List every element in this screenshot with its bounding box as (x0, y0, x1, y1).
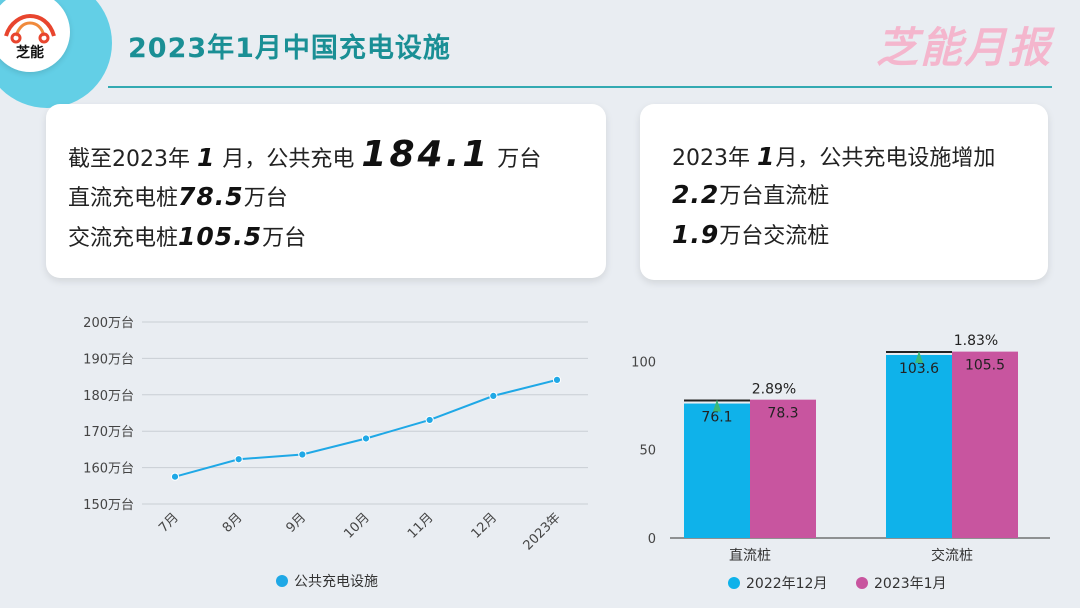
legend-label: 公共充电设施 (294, 574, 378, 590)
increase-dc-suffix: 万台直流桩 (719, 184, 830, 209)
car-logo-icon (4, 13, 56, 44)
ac-prefix: 交流充电桩 (68, 226, 179, 251)
y-tick-label: 170万台 (83, 425, 134, 440)
data-point (361, 434, 371, 443)
y-tick-label: 150万台 (83, 498, 134, 513)
total-value: 184.1 (361, 134, 491, 175)
data-point (425, 415, 434, 425)
header-divider (108, 86, 1052, 88)
data-point (170, 472, 180, 481)
summary-line-dc: 直流充电桩78.5万台 (68, 180, 288, 212)
increase-prefix: 2023年 (672, 146, 750, 171)
x-tick-label: 12月 (469, 510, 500, 541)
data-point (298, 450, 307, 459)
summary-line-total: 截至2023年 1 月，公共充电 184.1 万台 (68, 134, 541, 175)
increase-suffix: 月，公共充电设施增加 (775, 146, 996, 171)
y-tick-label: 190万台 (83, 352, 134, 367)
bar-value-label: 105.5 (965, 358, 1005, 374)
data-point (489, 391, 498, 400)
y-tick-label: 50 (639, 444, 656, 459)
x-tick-label: 2023年 (521, 510, 564, 553)
total-mid: 月，公共充电 (222, 147, 355, 172)
dc-unit: 万台 (243, 186, 288, 211)
increase-line-dc: 2.2万台直流桩 (672, 178, 829, 210)
y-tick-label: 180万台 (83, 389, 134, 404)
bar-dec (886, 354, 952, 538)
ac-value: 105.5 (178, 222, 263, 251)
dc-value: 78.5 (178, 182, 244, 211)
legend-marker (276, 575, 288, 587)
increase-ac-value: 1.9 (672, 220, 720, 249)
increase-month: 1 (757, 142, 776, 171)
logo-text: 芝能 (16, 45, 44, 61)
data-point (552, 375, 562, 384)
x-tick-label: 10月 (341, 510, 372, 541)
logo-inner: 芝能 (0, 0, 70, 72)
legend-label-jan: 2023年1月 (874, 576, 947, 592)
bar-value-label: 78.3 (767, 406, 798, 422)
growth-triangle-icon (915, 350, 923, 363)
increase-line-header: 2023年 1月，公共充电设施增加 (672, 140, 995, 172)
growth-label: 2.89% (752, 382, 796, 398)
total-unit: 万台 (497, 147, 542, 172)
legend-marker-dec (728, 577, 740, 589)
increase-ac-suffix: 万台交流桩 (719, 224, 830, 249)
y-tick-label: 100 (631, 355, 656, 370)
x-tick-label: 7月 (156, 510, 182, 536)
logo-badge: 芝能 (0, 0, 112, 108)
bar-dec (684, 403, 750, 538)
summary-card-left: 截至2023年 1 月，公共充电 184.1 万台 直流充电桩78.5万台 交流… (46, 104, 606, 278)
bar-value-label: 103.6 (899, 361, 939, 377)
page-title: 2023年1月中国充电设施 (128, 33, 451, 64)
legend-marker-jan (856, 577, 868, 589)
y-tick-label: 0 (648, 532, 656, 547)
y-tick-label: 200万台 (83, 316, 134, 331)
dc-prefix: 直流充电桩 (68, 186, 179, 211)
summary-card-right: 2023年 1月，公共充电设施增加 2.2万台直流桩 1.9万台交流桩 (640, 104, 1048, 280)
x-category-label: 交流桩 (931, 547, 973, 564)
increase-dc-value: 2.2 (672, 180, 720, 209)
bar-jan (750, 399, 816, 538)
summary-line-ac: 交流充电桩105.5万台 (68, 220, 306, 252)
y-tick-label: 160万台 (83, 462, 134, 477)
total-month: 1 (197, 143, 216, 172)
x-tick-label: 9月 (284, 510, 310, 536)
growth-label: 1.83% (954, 333, 998, 349)
brand-watermark: 芝能月报 (875, 23, 1052, 72)
total-prefix: 截至2023年 (68, 147, 190, 172)
bar-value-label: 76.1 (701, 410, 732, 426)
x-tick-label: 8月 (220, 510, 246, 536)
ac-unit: 万台 (262, 226, 307, 251)
bar-jan (952, 351, 1018, 538)
legend-label-dec: 2022年12月 (746, 576, 827, 592)
x-tick-label: 11月 (405, 510, 436, 541)
data-point (234, 455, 243, 464)
growth-triangle-icon (713, 399, 721, 412)
line-chart: 200万台 190万台 180万台 170万台 160万台 150万台 7月 8月 9月 10月 1… (83, 316, 588, 590)
bar-chart: 100 50 0 76.1 78.3 2.89% 直流桩 103.6 105.5 1.83% 交流桩… (631, 333, 1050, 592)
increase-line-ac: 1.9万台交流桩 (672, 218, 829, 250)
x-category-label: 直流桩 (729, 547, 771, 564)
